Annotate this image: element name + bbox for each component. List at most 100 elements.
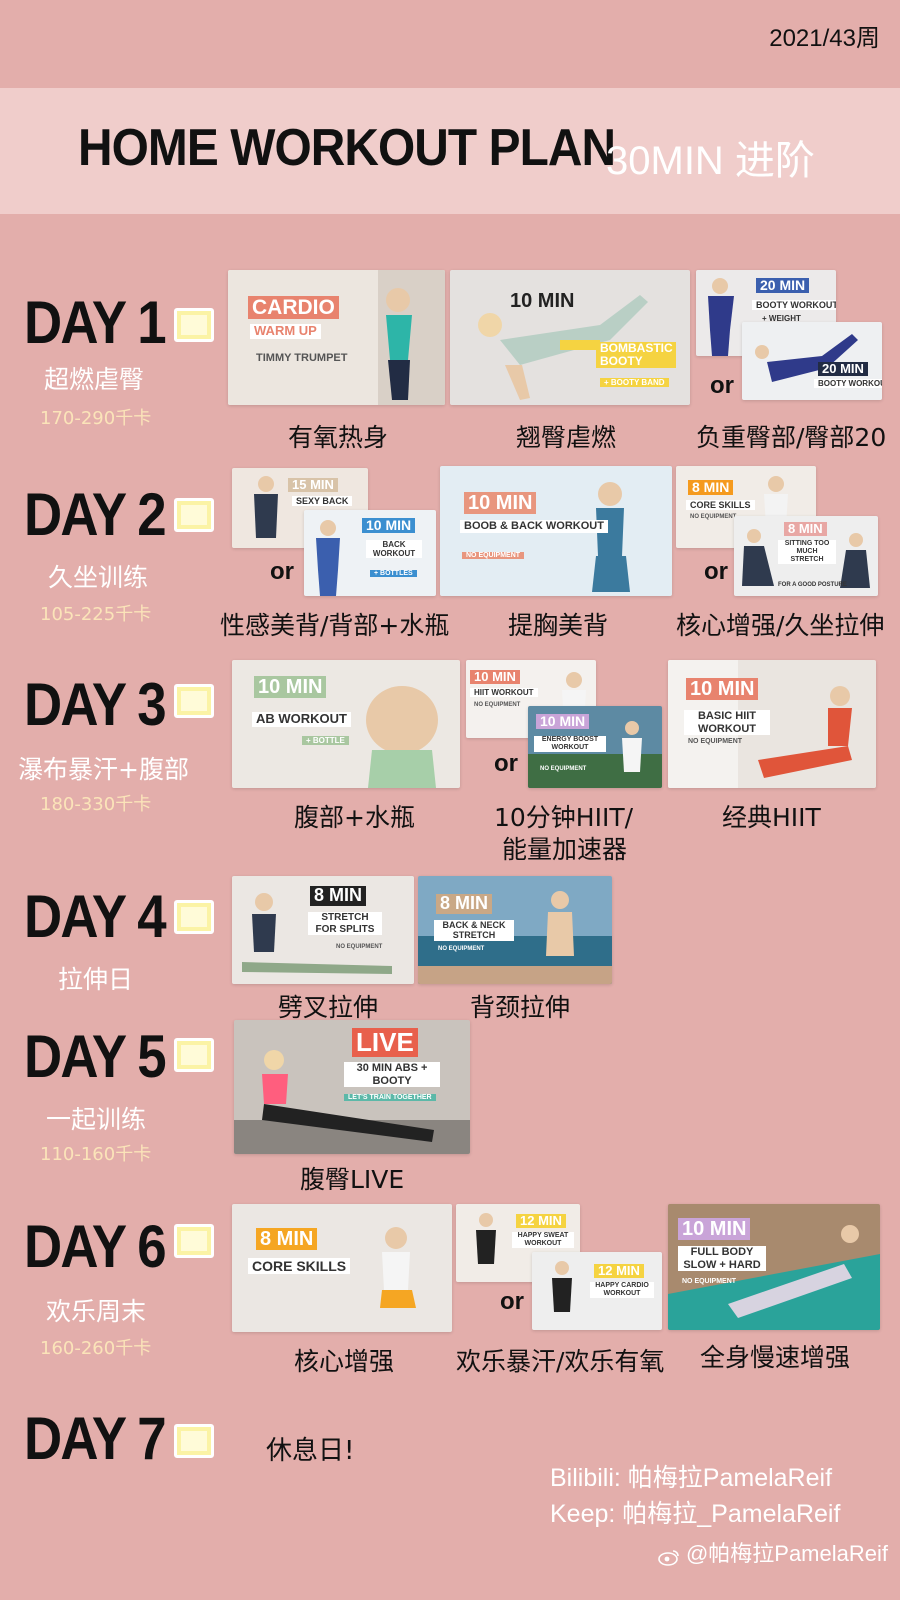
workout-tag: 8 MIN xyxy=(310,885,367,906)
workout-subtag: BASIC HIIT WORKOUT xyxy=(684,710,770,736)
day-calories: 160-260千卡 xyxy=(40,1338,152,1359)
workout-tag: 12 MIN xyxy=(516,1213,566,1229)
video-thumbnail[interactable]: 12 MIN HAPPY CARDIO WORKOUT xyxy=(532,1252,662,1330)
workout-subtag: HAPPY SWEAT WORKOUT xyxy=(512,1232,574,1249)
workout-note: NO EQUIPMENT xyxy=(682,1278,737,1285)
workout-tag: 10 MIN xyxy=(678,1218,751,1240)
video-caption: 腹臀LIVE xyxy=(300,1165,405,1194)
day-label: DAY 7 xyxy=(24,1405,167,1472)
workout-tag: 15 MIN xyxy=(288,477,338,493)
thumbnail-image xyxy=(696,270,836,356)
video-thumbnail[interactable]: 10 MIN BACK WORKOUT + BOTTLES xyxy=(304,510,436,596)
day-calories: 170-290千卡 xyxy=(40,408,152,429)
weibo-icon xyxy=(658,1546,680,1566)
day-calories: 180-330千卡 xyxy=(40,794,152,815)
day-checkbox[interactable] xyxy=(174,900,214,934)
video-thumbnail[interactable]: 20 MIN BOOTY WORKOUT + WEIGHT xyxy=(696,270,836,356)
workout-note: TIMMY TRUMPET xyxy=(256,352,348,364)
workout-subtag: BOOTY WORKOUT xyxy=(814,379,882,389)
workout-tag: 8 MIN xyxy=(688,479,734,496)
video-thumbnail[interactable]: 10 MIN BOOB & BACK WORKOUT NO EQUIPMENT xyxy=(440,466,672,596)
workout-tag: 10 MIN xyxy=(510,290,575,312)
video-caption: 全身慢速增强 xyxy=(700,1343,851,1372)
video-caption: 欢乐暴汗/欢乐有氧 xyxy=(456,1347,665,1376)
day-checkbox[interactable] xyxy=(174,684,214,718)
day-subtitle: 一起训练 xyxy=(46,1105,147,1134)
video-thumbnail[interactable]: 15 MIN SEXY BACK xyxy=(232,468,368,548)
workout-note: LET'S TRAIN TOGETHER xyxy=(344,1094,436,1101)
workout-note: NO EQUIPMENT xyxy=(688,738,743,745)
video-thumbnail[interactable]: 8 MIN CORE SKILLS xyxy=(232,1204,452,1332)
video-thumbnail[interactable]: 10 MIN BASIC HIIT WORKOUT NO EQUIPMENT xyxy=(668,660,876,788)
day-checkbox[interactable] xyxy=(174,1224,214,1258)
workout-subtag: SEXY BACK xyxy=(292,496,353,507)
video-caption: 翘臀虐燃 xyxy=(516,423,617,452)
video-thumbnail[interactable]: 10 MIN FULL BODY SLOW + HARD NO EQUIPMEN… xyxy=(668,1204,880,1330)
video-thumbnail[interactable]: 12 MIN HAPPY SWEAT WORKOUT xyxy=(456,1204,580,1282)
video-thumbnail[interactable]: 10 MIN ENERGY BOOST WORKOUT NO EQUIPMENT xyxy=(528,706,662,788)
day-label: DAY 2 xyxy=(24,481,167,548)
workout-note: + BOTTLE xyxy=(302,736,349,745)
workout-subtag: HIIT WORKOUT xyxy=(470,688,538,698)
video-thumbnail[interactable]: CARDIO WARM UP TIMMY TRUMPET xyxy=(228,270,445,405)
workout-tag: CARDIO xyxy=(248,296,339,320)
workout-subtag: AB WORKOUT xyxy=(252,711,351,727)
day-checkbox[interactable] xyxy=(174,1424,214,1458)
day-calories: 110-160千卡 xyxy=(40,1144,152,1165)
video-thumbnail[interactable]: 8 MIN SITTING TOO MUCH STRETCH FOR A GOO… xyxy=(734,516,878,596)
or-label: or xyxy=(500,1288,524,1315)
video-caption: 有氧热身 xyxy=(288,423,389,452)
workout-subtag: BOMBASTIC BOOTY xyxy=(596,341,676,369)
workout-note: NO EQUIPMENT xyxy=(336,944,383,950)
rest-day-label: 休息日! xyxy=(266,1436,355,1466)
page-title: HOME WORKOUT PLAN xyxy=(78,119,616,177)
workout-tag: 8 MIN xyxy=(784,521,827,537)
workout-tag: 10 MIN xyxy=(470,669,520,685)
day-label: DAY 3 xyxy=(24,671,167,738)
thumbnail-image xyxy=(528,706,662,788)
workout-tag: 12 MIN xyxy=(594,1263,644,1279)
workout-subtag: BACK & NECK STRETCH xyxy=(434,920,514,941)
workout-subtag: ENERGY BOOST WORKOUT xyxy=(534,736,606,753)
workout-tag: 20 MIN xyxy=(818,361,868,377)
video-thumbnail[interactable]: 20 MIN BOOTY WORKOUT xyxy=(742,322,882,400)
workout-subtag: CORE SKILLS xyxy=(686,500,755,511)
video-thumbnail[interactable]: 8 MIN STRETCH FOR SPLITS NO EQUIPMENT xyxy=(232,876,414,984)
day-subtitle: 久坐训练 xyxy=(48,563,149,592)
workout-tag: 10 MIN xyxy=(362,517,416,534)
workout-subtag: BOOTY WORKOUT xyxy=(752,300,836,311)
video-caption: 经典HIIT xyxy=(722,803,821,832)
video-thumbnail[interactable]: 8 MIN BACK & NECK STRETCH NO EQUIPMENT xyxy=(418,876,612,984)
video-caption: 劈叉拉伸 xyxy=(278,993,379,1022)
or-label: or xyxy=(494,750,518,777)
video-thumbnail[interactable]: 10 MIN BOMBASTIC BOOTY + BOOTY BAND xyxy=(450,270,690,405)
workout-note: + WEIGHT xyxy=(762,314,801,323)
video-caption: 负重臀部/臀部20 xyxy=(696,423,887,452)
weibo-handle: @帕梅拉PamelaReif xyxy=(685,1541,888,1566)
day-calories: 105-225千卡 xyxy=(40,604,152,625)
workout-note: + BOOTY BAND xyxy=(600,378,669,387)
workout-note: + BOTTLES xyxy=(370,570,417,577)
workout-subtag: 30 MIN ABS + BOOTY xyxy=(344,1062,440,1088)
day-subtitle: 欢乐周末 xyxy=(46,1297,147,1326)
workout-subtag: WARM UP xyxy=(250,323,321,339)
video-thumbnail[interactable]: 10 MIN AB WORKOUT + BOTTLE xyxy=(232,660,460,788)
workout-subtag: BACK WORKOUT xyxy=(366,540,422,559)
workout-note: NO EQUIPMENT xyxy=(690,514,737,520)
header-banner: HOME WORKOUT PLAN 30MIN 进阶 xyxy=(0,88,900,214)
video-thumbnail[interactable]: LIVE 30 MIN ABS + BOOTY LET'S TRAIN TOGE… xyxy=(234,1020,470,1154)
day-label: DAY 5 xyxy=(24,1023,167,1090)
day-checkbox[interactable] xyxy=(174,1038,214,1072)
workout-subtag: STRETCH FOR SPLITS xyxy=(308,912,382,935)
workout-tag: 10 MIN xyxy=(536,713,590,730)
day-checkbox[interactable] xyxy=(174,498,214,532)
workout-subtag: BOOB & BACK WORKOUT xyxy=(460,520,608,533)
keep-credit: Keep: 帕梅拉_PamelaReif xyxy=(550,1500,841,1528)
video-caption: 10分钟HIIT/ xyxy=(494,803,634,832)
video-caption: 提胸美背 xyxy=(508,611,609,640)
day-label: DAY 1 xyxy=(24,289,167,356)
workout-note: NO EQUIPMENT xyxy=(474,702,521,708)
level-label: 30MIN 进阶 xyxy=(606,139,815,183)
day-checkbox[interactable] xyxy=(174,308,214,342)
workout-subtag: SITTING TOO MUCH STRETCH xyxy=(778,540,836,565)
